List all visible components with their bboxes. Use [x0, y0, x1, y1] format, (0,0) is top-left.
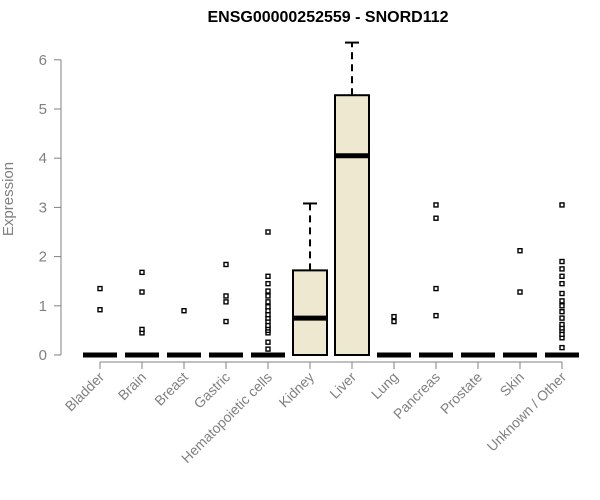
y-tick-label: 0: [39, 347, 47, 364]
outlier-point: [223, 261, 229, 268]
x-tick-label: Brain: [115, 369, 149, 403]
box-group: [209, 261, 243, 358]
outlier-point: [139, 289, 145, 295]
outlier-point: [265, 280, 271, 287]
outlier-point: [517, 289, 523, 295]
outlier-point: [97, 285, 103, 292]
outlier-point: [559, 315, 565, 321]
x-tick-label: Skin: [497, 369, 528, 400]
outlier-point: [559, 266, 565, 272]
outlier-point: [223, 318, 229, 325]
box-group: [334, 41, 370, 356]
outlier-point: [517, 247, 523, 254]
x-tick-label: Breast: [151, 369, 191, 409]
x-tick-label: Prostate: [437, 369, 485, 417]
outlier-point: [265, 346, 271, 352]
outlier-point: [559, 202, 565, 208]
outlier-point: [559, 321, 565, 328]
y-tick-label: 3: [39, 199, 47, 216]
outlier-point: [265, 288, 271, 294]
y-axis-label: Expression: [0, 162, 17, 236]
outlier-point: [265, 273, 271, 279]
outlier-point: [433, 202, 439, 208]
x-tick-label: Lung: [368, 369, 401, 402]
outlier-point: [559, 298, 565, 304]
x-tick-label: Liver: [326, 369, 359, 402]
outlier-point: [391, 318, 397, 325]
chart-title: ENSG00000252559 - SNORD112: [207, 9, 448, 26]
outlier-point: [559, 290, 565, 297]
outlier-point: [265, 304, 271, 310]
box-group: [251, 229, 285, 358]
x-tick-label: Kidney: [276, 369, 318, 411]
x-tick-label: Unknown / Other: [484, 369, 570, 455]
outlier-point: [139, 326, 145, 333]
box-group: [419, 202, 453, 358]
outlier-point: [265, 299, 271, 305]
outlier-point: [433, 312, 439, 319]
box-group: [292, 202, 328, 357]
y-axis: 0 1 2 3 4 5 6: [39, 52, 62, 364]
outlier-point: [265, 339, 271, 345]
outlier-point: [559, 309, 565, 315]
box-group: [125, 269, 159, 358]
outlier-point: [265, 229, 271, 235]
y-tick-label: 4: [39, 150, 47, 167]
outlier-point: [223, 299, 229, 305]
box-group: [167, 308, 201, 358]
outlier-point: [391, 313, 397, 320]
outlier-point: [559, 303, 565, 309]
outlier-point: [433, 215, 439, 221]
outlier-point: [433, 285, 439, 292]
outlier-point: [559, 344, 565, 351]
box: [292, 269, 328, 357]
outlier-point: [559, 280, 565, 287]
outlier-point: [223, 293, 229, 299]
box-group: [545, 202, 579, 358]
outlier-point: [139, 269, 145, 276]
outlier-point: [559, 273, 565, 279]
plot-area: [83, 41, 579, 358]
outlier-point: [97, 307, 103, 313]
box-group: [83, 285, 117, 358]
y-tick-label: 5: [39, 101, 47, 118]
box-group: [503, 247, 537, 358]
x-tick-label: Pancreas: [390, 369, 443, 422]
box-group: [377, 313, 411, 358]
outlier-point: [265, 293, 271, 299]
y-tick-label: 1: [39, 298, 47, 315]
y-tick-label: 2: [39, 249, 47, 266]
outlier-point: [559, 258, 565, 265]
box: [334, 94, 370, 356]
x-tick-label: Bladder: [62, 369, 108, 415]
y-tick-label: 6: [39, 52, 47, 69]
outlier-point: [181, 308, 187, 314]
